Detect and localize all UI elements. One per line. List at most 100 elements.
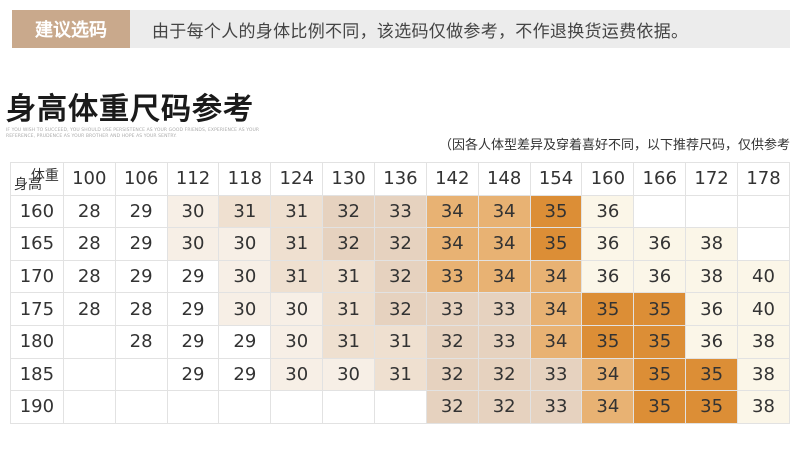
size-cell: 35 bbox=[633, 390, 687, 424]
size-cell: 28 bbox=[114, 292, 168, 326]
size-cell: 29 bbox=[114, 227, 168, 261]
size-cell: 28 bbox=[114, 324, 168, 359]
size-cell: 30 bbox=[218, 227, 272, 261]
weight-header-cell: 130 bbox=[322, 162, 375, 196]
size-cell: 32 bbox=[374, 259, 427, 294]
size-cell: 33 bbox=[425, 259, 479, 294]
size-cell: 40 bbox=[737, 259, 790, 294]
weight-header-cell: 178 bbox=[737, 162, 790, 196]
size-cell: 30 bbox=[166, 194, 220, 229]
size-cell: 38 bbox=[685, 259, 739, 294]
size-cell bbox=[633, 194, 687, 229]
table-row: 180 28 29 29 30 31 31 32 33 34 35 35 36 38 bbox=[10, 324, 790, 359]
size-cell: 32 bbox=[425, 357, 479, 392]
size-cell: 33 bbox=[529, 390, 583, 424]
size-cell: 32 bbox=[374, 227, 427, 261]
tagline-line: REFERENCE, PRUDENCE AS YOUR BROTHER AND … bbox=[6, 134, 177, 139]
size-cell: 35 bbox=[685, 390, 739, 424]
size-cell: 28 bbox=[62, 292, 116, 326]
size-cell: 33 bbox=[477, 324, 531, 359]
size-cell: 28 bbox=[62, 259, 116, 294]
size-cell bbox=[737, 194, 790, 229]
table-corner-cell: 体重 身高 bbox=[10, 162, 64, 196]
size-cell: 33 bbox=[529, 357, 583, 392]
weight-header-cell: 160 bbox=[581, 162, 635, 196]
size-cell: 38 bbox=[737, 390, 790, 424]
size-cell: 32 bbox=[425, 324, 479, 359]
size-cell bbox=[114, 390, 168, 424]
size-cell: 34 bbox=[529, 292, 583, 326]
size-cell: 36 bbox=[581, 259, 635, 294]
size-cell: 29 bbox=[166, 357, 220, 392]
weight-header-cell: 112 bbox=[166, 162, 220, 196]
weight-header-cell: 106 bbox=[114, 162, 168, 196]
size-cell: 36 bbox=[685, 324, 739, 359]
size-cell: 31 bbox=[322, 259, 375, 294]
size-cell: 35 bbox=[633, 357, 687, 392]
weight-header-cell: 118 bbox=[218, 162, 272, 196]
weight-axis-label: 体重 bbox=[30, 168, 59, 184]
size-cell: 34 bbox=[581, 357, 635, 392]
height-header-cell: 165 bbox=[10, 227, 64, 261]
size-cell: 34 bbox=[477, 194, 531, 229]
reference-note: （因各人体型差异及穿着喜好不同，以下推荐尺码，仅供参考 bbox=[438, 138, 790, 153]
size-cell: 31 bbox=[322, 292, 375, 326]
table-row: 170 28 29 29 30 31 31 32 33 34 34 36 36 38 40 bbox=[10, 259, 790, 294]
size-cell: 34 bbox=[581, 390, 635, 424]
size-cell: 40 bbox=[737, 292, 790, 326]
size-cell bbox=[166, 390, 220, 424]
height-header-cell: 175 bbox=[10, 292, 64, 326]
size-cell: 28 bbox=[62, 194, 116, 229]
size-cell: 35 bbox=[529, 194, 583, 229]
size-cell: 38 bbox=[685, 227, 739, 261]
table-row: 185 29 29 30 30 31 32 32 33 34 35 35 38 bbox=[10, 357, 790, 392]
size-cell: 30 bbox=[322, 357, 375, 392]
size-cell: 35 bbox=[529, 227, 583, 261]
weight-header-cell: 142 bbox=[425, 162, 479, 196]
size-cell: 29 bbox=[218, 324, 272, 359]
size-cell: 36 bbox=[633, 227, 687, 261]
size-cell: 36 bbox=[581, 194, 635, 229]
height-axis-label: 身高 bbox=[14, 176, 42, 193]
table-row: 160 28 29 30 31 31 32 33 34 34 35 36 bbox=[10, 194, 790, 229]
size-cell: 32 bbox=[425, 390, 479, 424]
size-cell: 32 bbox=[477, 390, 531, 424]
size-advice-tag: 建议选码 bbox=[12, 10, 130, 48]
size-cell: 30 bbox=[218, 292, 272, 326]
weight-header-cell: 100 bbox=[62, 162, 116, 196]
size-cell: 30 bbox=[270, 324, 324, 359]
size-cell: 30 bbox=[166, 227, 220, 261]
size-cell: 29 bbox=[114, 194, 168, 229]
height-header-cell: 180 bbox=[10, 324, 64, 359]
size-cell: 31 bbox=[270, 227, 324, 261]
size-cell: 30 bbox=[270, 292, 324, 326]
weight-header-cell: 124 bbox=[270, 162, 324, 196]
size-cell: 31 bbox=[270, 259, 324, 294]
size-cell bbox=[62, 324, 116, 359]
height-header-cell: 170 bbox=[10, 259, 64, 294]
size-cell: 34 bbox=[425, 227, 479, 261]
weight-header-cell: 154 bbox=[529, 162, 583, 196]
size-cell: 32 bbox=[322, 227, 375, 261]
size-cell bbox=[114, 357, 168, 392]
weight-header-cell: 148 bbox=[477, 162, 531, 196]
table-header-row: 体重 身高 100 106 112 118 124 130 136 142 148 154 160 166… bbox=[10, 162, 790, 196]
size-cell: 29 bbox=[114, 259, 168, 294]
size-cell: 32 bbox=[374, 292, 427, 326]
size-cell: 36 bbox=[633, 259, 687, 294]
size-cell: 30 bbox=[218, 259, 272, 294]
size-cell: 34 bbox=[477, 259, 531, 294]
tagline-line: IF YOU WISH TO SUCCEED, YOU SHOULD USE P… bbox=[6, 128, 260, 133]
size-cell: 33 bbox=[374, 194, 427, 229]
height-header-cell: 190 bbox=[10, 390, 64, 424]
tagline: IF YOU WISH TO SUCCEED, YOU SHOULD USE P… bbox=[6, 128, 276, 140]
size-cell: 34 bbox=[529, 324, 583, 359]
size-cell bbox=[218, 390, 272, 424]
size-cell: 30 bbox=[270, 357, 324, 392]
size-cell: 36 bbox=[581, 227, 635, 261]
size-cell: 29 bbox=[166, 324, 220, 359]
size-cell bbox=[685, 194, 739, 229]
size-cell: 32 bbox=[322, 194, 375, 229]
size-cell: 32 bbox=[477, 357, 531, 392]
size-cell: 33 bbox=[425, 292, 479, 326]
